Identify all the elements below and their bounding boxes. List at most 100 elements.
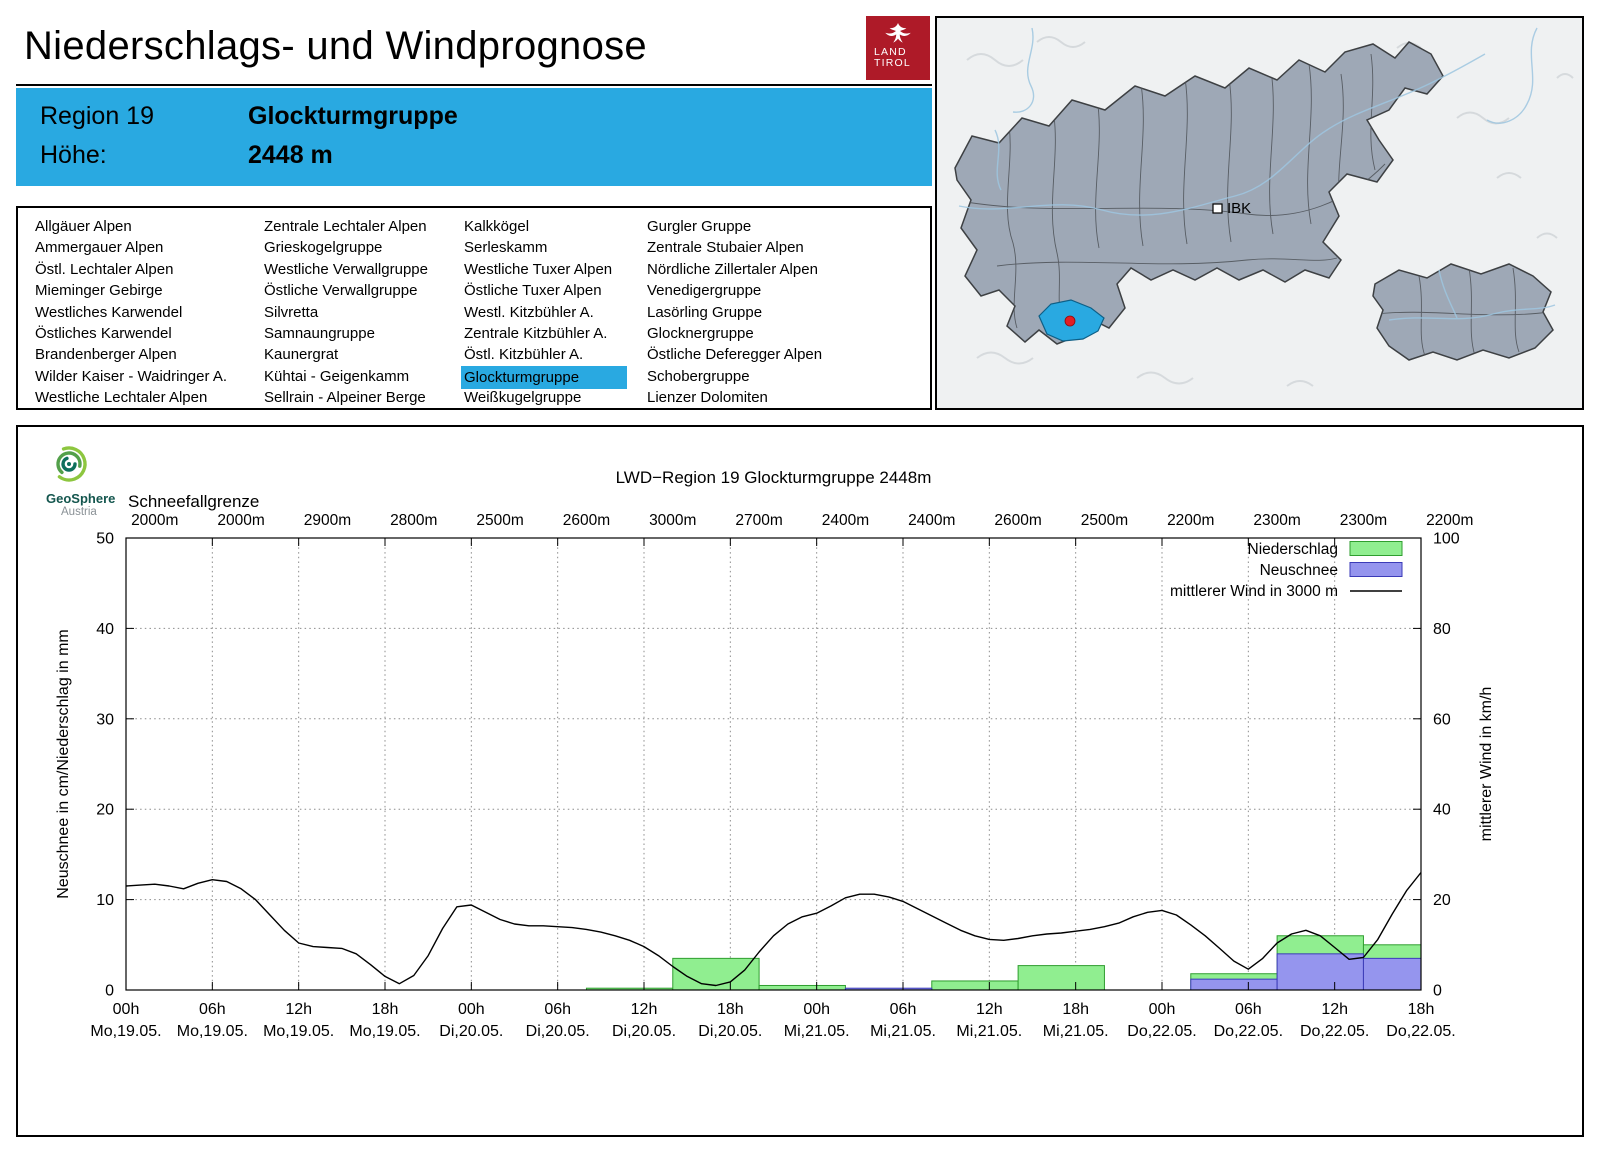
region-list-item[interactable]: Silvretta [264, 302, 464, 323]
svg-text:2900m: 2900m [304, 512, 351, 529]
region-list-column: Zentrale Lechtaler Alpen Grieskogelgruppe… [264, 216, 464, 409]
svg-text:2400m: 2400m [908, 512, 955, 529]
svg-text:2200m: 2200m [1426, 512, 1473, 529]
left-axis-title: Neuschnee in cm/Niederschlag in mm [55, 629, 72, 898]
forecast-chart: 0 10 20 30 40 50 0 20 40 60 80 100 00h Mo,19.05. 06h Mo… [55, 468, 1495, 1040]
region-item-label: Westl. Kitzbühler A. [464, 303, 594, 321]
region-list-item[interactable]: Kühtai - Geigenkamm [264, 366, 464, 387]
svg-text:Mo,19.05.: Mo,19.05. [349, 1023, 420, 1040]
region-list-item[interactable]: Östliche Deferegger Alpen [647, 344, 930, 365]
region-list-item[interactable]: Serleskamm [464, 237, 647, 258]
region-list-item[interactable]: Östliche Verwallgruppe [264, 280, 464, 301]
chart-legend: Niederschlag Neuschnee mittlerer Wind in 3… [1170, 541, 1403, 600]
region-list-item[interactable]: Kaunergrat [264, 344, 464, 365]
svg-text:Di,20.05.: Di,20.05. [526, 1023, 590, 1040]
region-list-item[interactable]: Brandenberger Alpen [35, 344, 264, 365]
svg-text:2700m: 2700m [735, 512, 782, 529]
svg-text:Do,22.05.: Do,22.05. [1214, 1023, 1283, 1040]
region-list-item[interactable]: Wilder Kaiser - Waidringer A. [35, 366, 264, 387]
svg-text:0: 0 [105, 983, 114, 1000]
region-item-label: Samnaungruppe [264, 324, 375, 342]
region-list-item[interactable]: Westliche Tuxer Alpen [464, 259, 647, 280]
svg-text:Mo,19.05.: Mo,19.05. [90, 1023, 161, 1040]
region-list-box: Allgäuer Alpen Ammergauer Alpen Östl. Lech… [16, 206, 932, 410]
svg-text:18h: 18h [717, 1001, 744, 1018]
svg-text:100: 100 [1433, 531, 1460, 548]
region-item-label: Venedigergruppe [647, 282, 762, 300]
region-item-label: Allgäuer Alpen [35, 218, 132, 235]
svg-text:2000m: 2000m [217, 512, 264, 529]
svg-text:Di,20.05.: Di,20.05. [439, 1023, 503, 1040]
region-list-item[interactable]: Schobergruppe [647, 366, 930, 387]
svg-text:00h: 00h [458, 1001, 485, 1018]
chart-grid [126, 538, 1421, 990]
svg-text:Di,20.05.: Di,20.05. [698, 1023, 762, 1040]
region-list-item[interactable]: Westl. Kitzbühler A. [464, 302, 647, 323]
region-list-item[interactable]: Ammergauer Alpen [35, 237, 264, 258]
svg-text:2800m: 2800m [390, 512, 437, 529]
svg-text:2000m: 2000m [131, 512, 178, 529]
region-list-item[interactable]: Östliches Karwendel [35, 323, 264, 344]
region-list-item[interactable]: Lasörling Gruppe [647, 302, 930, 323]
region-list-item[interactable]: Östl. Kitzbühler A. [464, 344, 647, 365]
region-list-item[interactable]: Gurgler Gruppe [647, 216, 930, 237]
region-list-item[interactable]: Nördliche Zillertaler Alpen [647, 259, 930, 280]
region-row: Region 19 Glockturmgruppe [16, 97, 932, 136]
svg-text:00h: 00h [113, 1001, 140, 1018]
svg-text:40: 40 [1433, 802, 1451, 819]
svg-text:Neuschnee: Neuschnee [1260, 562, 1338, 579]
altitude-row: Höhe: 2448 m [16, 136, 932, 175]
svg-text:18h: 18h [1062, 1001, 1089, 1018]
svg-text:12h: 12h [976, 1001, 1003, 1018]
region-item-label: Westliche Tuxer Alpen [464, 260, 613, 278]
region-list-item[interactable]: Westliches Karwendel [35, 302, 264, 323]
svg-text:06h: 06h [1235, 1001, 1262, 1018]
region-list-item[interactable]: Mieminger Gebirge [35, 280, 264, 301]
region-list-item[interactable]: Allgäuer Alpen [35, 216, 264, 237]
region-list-item-selected[interactable]: Glockturmgruppe [461, 365, 647, 390]
region-list-item[interactable]: Östliche Tuxer Alpen [464, 280, 647, 301]
region-list-item[interactable]: Weißkugelgruppe [464, 387, 647, 408]
region-list-item[interactable]: Glocknergruppe [647, 323, 930, 344]
chart-title: LWD−Region 19 Glockturmgruppe 2448m [616, 468, 932, 487]
svg-text:12h: 12h [631, 1001, 658, 1018]
region-item-label: Lasörling Gruppe [647, 303, 763, 321]
region-list-item[interactable]: Kalkkögel [464, 216, 647, 237]
region-list-item[interactable]: Zentrale Lechtaler Alpen [264, 216, 464, 237]
geosphere-sub: Austria [61, 506, 97, 518]
region-list-item[interactable]: Zentrale Stubaier Alpen [647, 237, 930, 258]
region-label: Region 19 [40, 102, 154, 130]
region-list-item[interactable]: Westliche Lechtaler Alpen [35, 387, 264, 408]
region-list-item[interactable]: Westliche Verwallgruppe [264, 259, 464, 280]
region-item-label: Wilder Kaiser - Waidringer A. [35, 367, 227, 385]
region-list-item[interactable]: Grieskogelgruppe [264, 237, 464, 258]
region-item-label: Östliche Tuxer Alpen [464, 282, 602, 300]
region-list-item[interactable]: Lienzer Dolomiten [647, 387, 930, 408]
svg-text:Mi,21.05.: Mi,21.05. [784, 1023, 850, 1040]
region-list-item[interactable]: Venedigergruppe [647, 280, 930, 301]
geosphere-name: GeoSphere [46, 491, 116, 506]
svg-text:Mi,21.05.: Mi,21.05. [956, 1023, 1022, 1040]
svg-text:12h: 12h [285, 1001, 312, 1018]
region-item-label: Zentrale Stubaier Alpen [647, 239, 804, 257]
region-item-label: Ammergauer Alpen [35, 239, 164, 257]
region-list-item[interactable]: Östl. Lechtaler Alpen [35, 259, 264, 280]
region-item-label: Brandenberger Alpen [35, 346, 177, 364]
region-list-item[interactable]: Sellrain - Alpeiner Berge [264, 387, 464, 408]
svg-text:2400m: 2400m [822, 512, 869, 529]
svg-text:40: 40 [96, 621, 114, 638]
region-item-label: Nördliche Zillertaler Alpen [647, 260, 818, 278]
region-list-column: Gurgler Gruppe Zentrale Stubaier Alpen Nör… [647, 216, 930, 409]
region-list-item[interactable]: Samnaungruppe [264, 323, 464, 344]
svg-text:2200m: 2200m [1167, 512, 1214, 529]
region-item-label: Westliches Karwendel [35, 303, 183, 321]
region-list-item[interactable]: Zentrale Kitzbühler A. [464, 323, 647, 344]
map-region-east-tirol[interactable] [1372, 263, 1554, 361]
svg-text:06h: 06h [199, 1001, 226, 1018]
svg-text:3000m: 3000m [649, 512, 696, 529]
region-item-label: Glocknergruppe [647, 324, 754, 342]
svg-text:06h: 06h [544, 1001, 571, 1018]
svg-text:2300m: 2300m [1253, 512, 1300, 529]
region-item-label: Kalkkögel [464, 218, 530, 235]
region-item-label: Zentrale Lechtaler Alpen [264, 218, 427, 235]
